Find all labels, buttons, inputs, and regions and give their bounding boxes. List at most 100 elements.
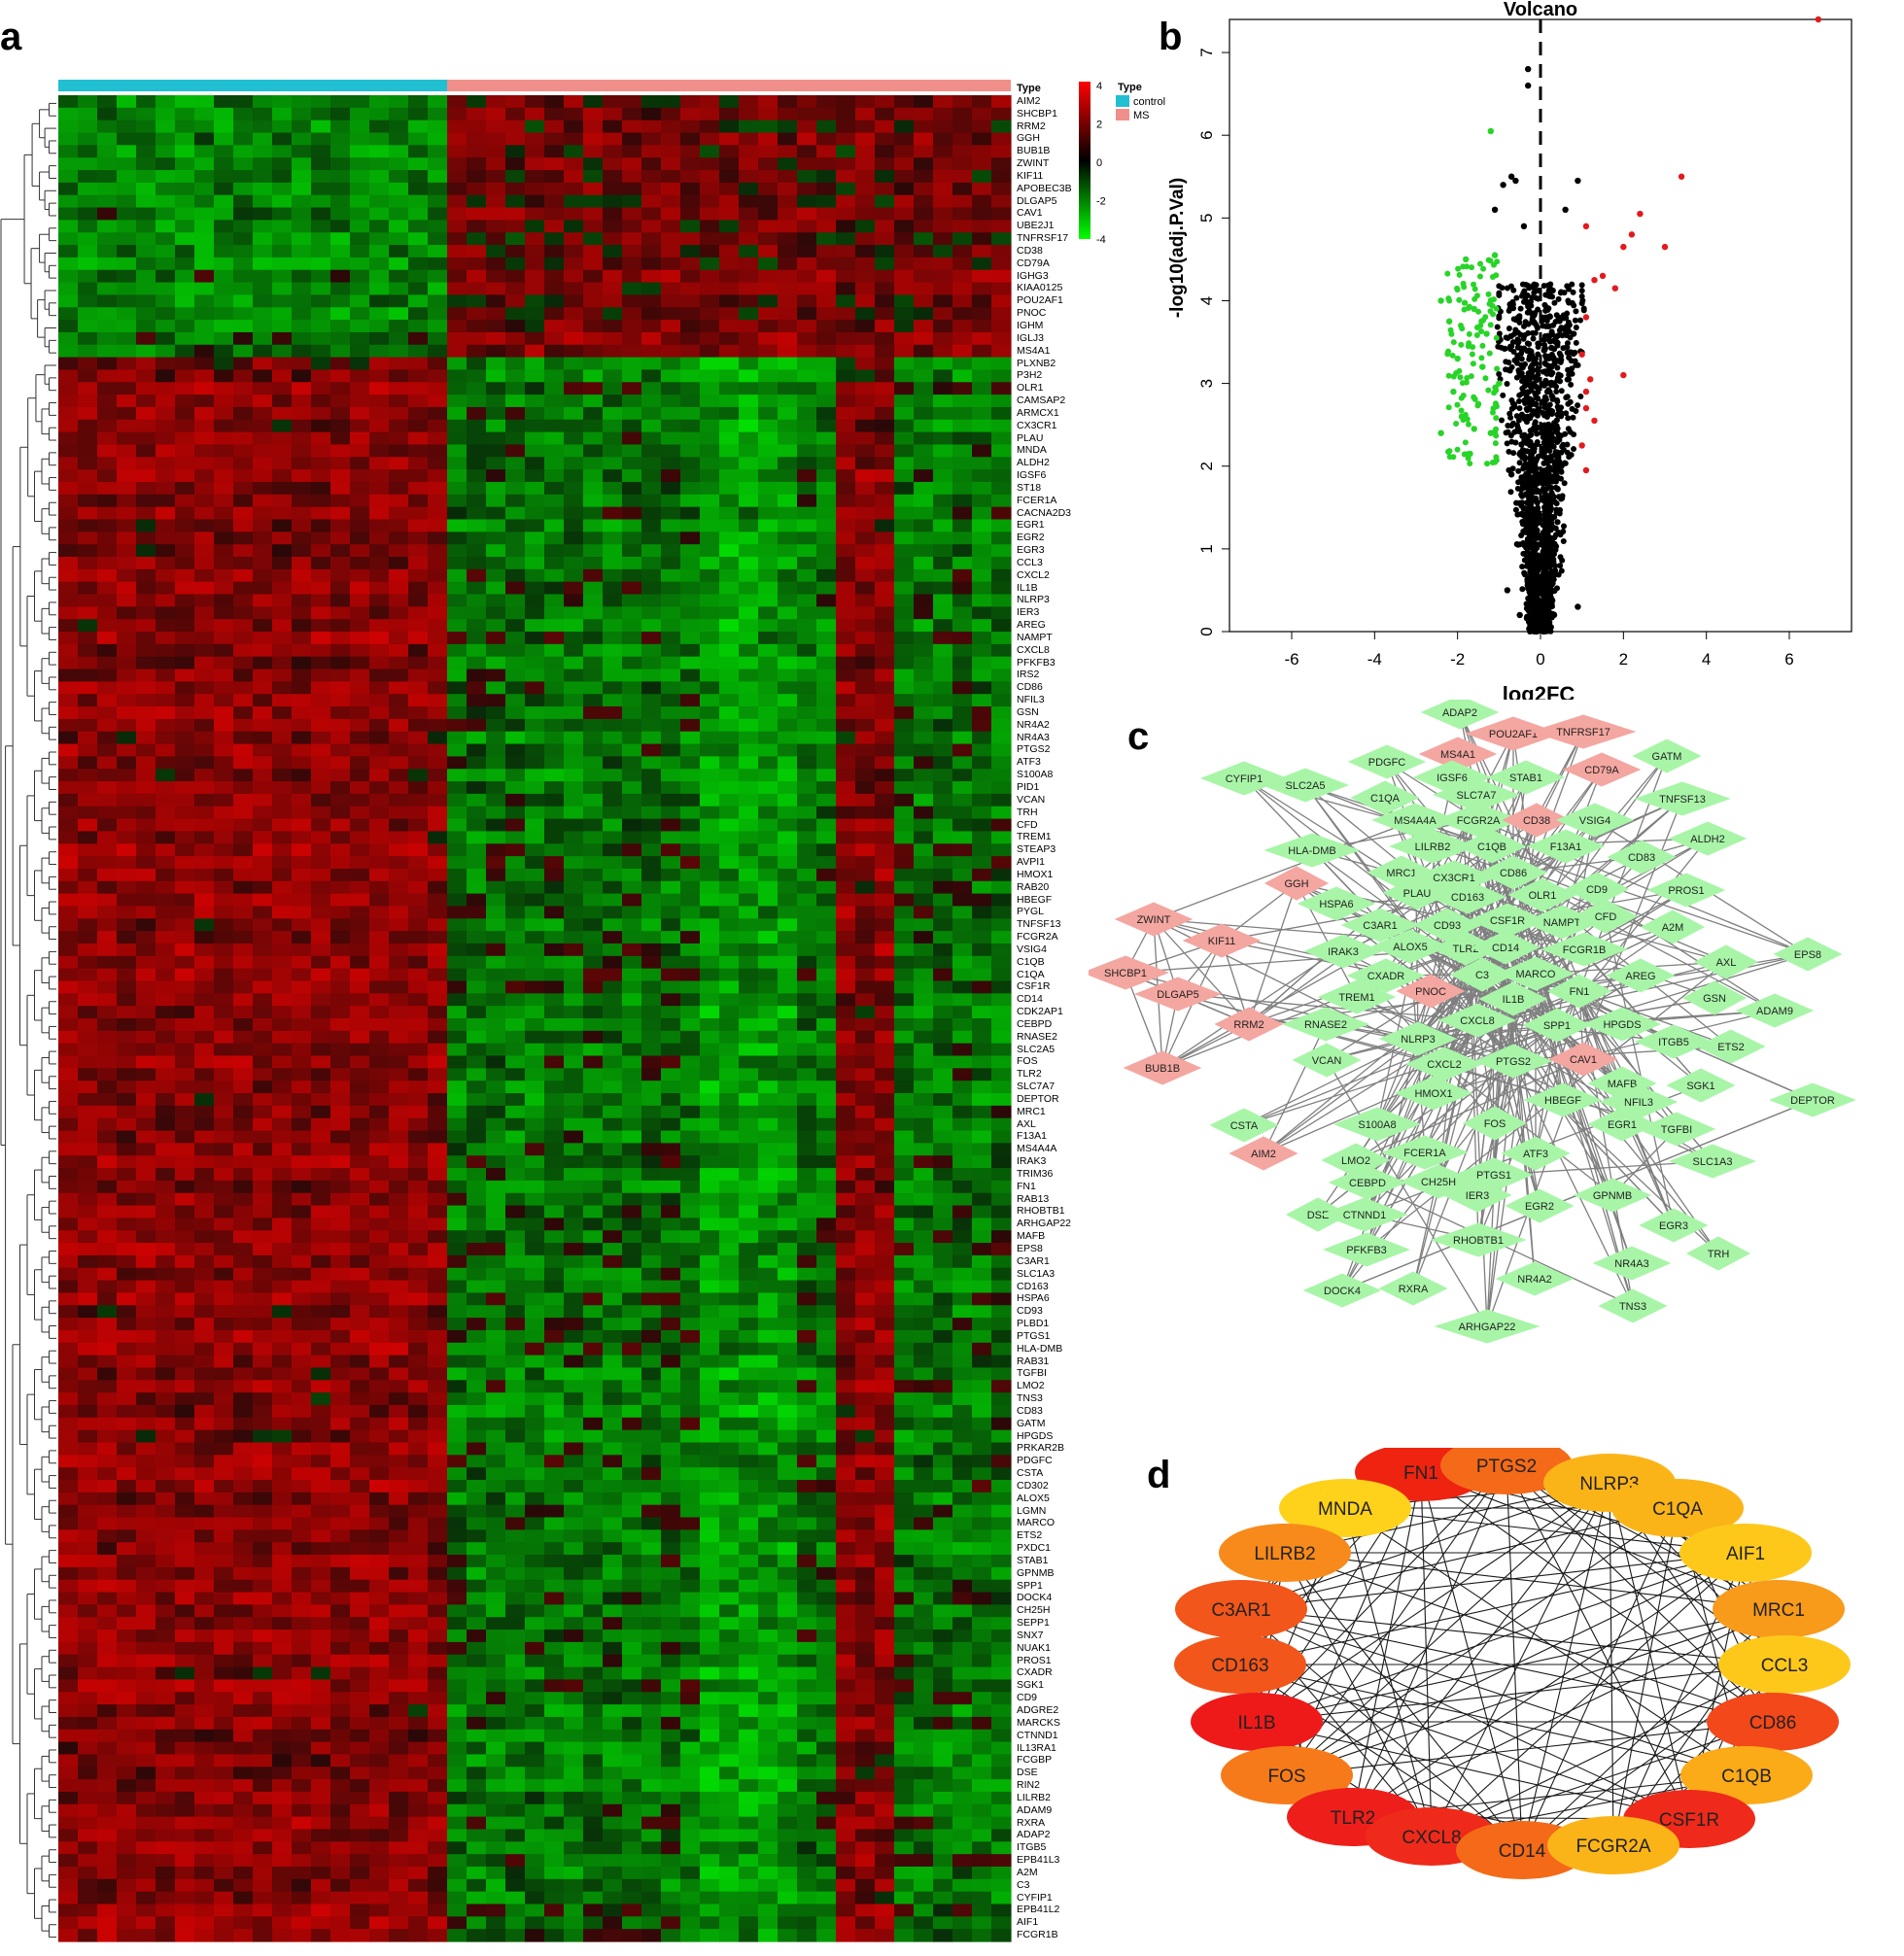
gene-node xyxy=(1182,923,1262,958)
gene-node xyxy=(1573,899,1639,934)
gene-node xyxy=(1523,1082,1603,1117)
hub-node-label: CXCL8 xyxy=(1402,1828,1461,1848)
gene-label: EPB41L3 xyxy=(1017,1854,1060,1867)
gene-node xyxy=(1496,956,1575,991)
gene-label: IGLJ3 xyxy=(1017,331,1045,344)
gene-label: HBEGF xyxy=(1017,893,1053,906)
gene-node xyxy=(1134,977,1222,1012)
gene-label: EGR3 xyxy=(1017,544,1045,557)
y-axis-label: -log10(adj.P.Val) xyxy=(1167,178,1188,318)
gene-node-label: TGFBI xyxy=(1661,1124,1692,1136)
gene-label: RNASE2 xyxy=(1017,1030,1058,1043)
gene-label: NR4A2 xyxy=(1017,718,1050,731)
gene-node-label: PNOC xyxy=(1415,986,1446,998)
gene-label: GGH xyxy=(1017,132,1040,145)
gene-node-label: FOS xyxy=(1484,1118,1506,1130)
gene-label: EPB41L2 xyxy=(1017,1904,1060,1916)
gene-node xyxy=(1637,1112,1716,1147)
hub-node xyxy=(1191,1693,1323,1751)
gene-node xyxy=(1292,1043,1362,1078)
gene-node-label: ATF3 xyxy=(1523,1149,1548,1160)
gene-label: VCAN xyxy=(1017,793,1046,806)
data-point xyxy=(1483,330,1490,337)
gene-label: KIF11 xyxy=(1017,169,1044,182)
gene-label: PNOC xyxy=(1017,307,1047,320)
gene-label: CDK2AP1 xyxy=(1017,1006,1063,1018)
gene-node xyxy=(1669,1144,1756,1179)
gene-label: AXL xyxy=(1017,1117,1036,1130)
gene-node-label: TRH xyxy=(1708,1249,1730,1260)
gene-node-label: NLRP3 xyxy=(1401,1034,1435,1046)
gene-node-label: CD83 xyxy=(1628,852,1655,864)
gene-label: HPGDS xyxy=(1017,1429,1054,1442)
gene-node-label: TNFSF13 xyxy=(1659,794,1706,806)
gene-label: CFD xyxy=(1017,818,1038,831)
hub-node-label: LILRB2 xyxy=(1254,1544,1315,1564)
gene-node xyxy=(1505,1188,1575,1223)
gene-node-label: S100A8 xyxy=(1358,1119,1396,1131)
gene-label: FN1 xyxy=(1017,1180,1036,1192)
gene-node xyxy=(1378,1021,1458,1056)
data-point xyxy=(1500,182,1506,189)
gene-node xyxy=(1264,866,1330,901)
hub-node-label: TLR2 xyxy=(1331,1808,1375,1829)
gene-node-label: CD93 xyxy=(1434,920,1461,932)
hub-node-label: NLRP3 xyxy=(1579,1474,1639,1494)
gene-label: ATF3 xyxy=(1017,756,1041,769)
gene-node-label: MS4A4A xyxy=(1394,815,1437,827)
data-point xyxy=(1815,16,1822,23)
gene-label: PTGS1 xyxy=(1017,1329,1051,1342)
gene-node-label: CXCL2 xyxy=(1427,1059,1461,1071)
gene-label: IL1B xyxy=(1017,581,1038,594)
gene-node-label: MS4A1 xyxy=(1440,749,1475,761)
hub-node xyxy=(1547,1816,1679,1874)
gene-label: SPP1 xyxy=(1017,1579,1043,1592)
gene-node xyxy=(1769,1082,1856,1117)
gene-node xyxy=(1546,974,1612,1009)
gene-node-label: CXCL8 xyxy=(1460,1015,1494,1027)
x-tick-label: -2 xyxy=(1450,650,1465,669)
gene-label: SEPP1 xyxy=(1017,1617,1050,1630)
gene-node-label: LMO2 xyxy=(1341,1155,1370,1167)
expression-heatmap xyxy=(58,80,1012,1942)
hub-node-label: FN1 xyxy=(1403,1463,1438,1484)
gene-node xyxy=(1282,1007,1369,1042)
data-point xyxy=(1628,231,1636,238)
hub-node-label: C1QA xyxy=(1652,1499,1703,1520)
gene-node xyxy=(1394,1076,1473,1111)
gene-node-label: HBEGF xyxy=(1544,1095,1581,1107)
data-point xyxy=(1445,318,1453,325)
data-point xyxy=(1582,314,1590,321)
gene-node xyxy=(1321,1197,1408,1232)
gene-node xyxy=(1396,974,1466,1009)
gene-node-label: FCGR1B xyxy=(1563,944,1607,956)
gene-node xyxy=(1209,1108,1279,1143)
gene-node xyxy=(1229,1136,1298,1171)
hub-node xyxy=(1680,1746,1813,1804)
hub-node xyxy=(1221,1746,1353,1804)
gene-label: MS4A4A xyxy=(1017,1143,1057,1155)
gene-node xyxy=(1735,993,1815,1028)
gene-node-label: HLA-DMB xyxy=(1288,845,1336,857)
gene-node xyxy=(1555,803,1635,838)
gene-node xyxy=(1430,1222,1527,1257)
gene-label: CEBPD xyxy=(1017,1017,1053,1030)
gene-label: TRIM36 xyxy=(1017,1167,1054,1180)
gene-label: ARHGAP22 xyxy=(1017,1218,1072,1230)
gene-label: CYFIP1 xyxy=(1017,1891,1053,1904)
gene-node xyxy=(1333,1107,1421,1142)
gene-label: OLR1 xyxy=(1017,382,1044,395)
gene-node-label: EPS8 xyxy=(1794,949,1821,961)
gene-node-label: SGK1 xyxy=(1686,1081,1714,1092)
gene-node xyxy=(1262,768,1349,803)
gene-node-label: ETS2 xyxy=(1717,1042,1745,1053)
x-tick-label: 2 xyxy=(1619,650,1628,669)
data-point xyxy=(1454,355,1461,362)
gene-label: PID1 xyxy=(1017,781,1040,793)
gene-node-label: C3AR1 xyxy=(1363,920,1397,932)
gene-label: RXRA xyxy=(1017,1816,1046,1829)
gene-label: MARCKS xyxy=(1017,1716,1060,1729)
gene-node-label: VSIG4 xyxy=(1579,815,1610,827)
data-point xyxy=(1496,380,1503,387)
x-tick-label: 0 xyxy=(1536,650,1544,669)
